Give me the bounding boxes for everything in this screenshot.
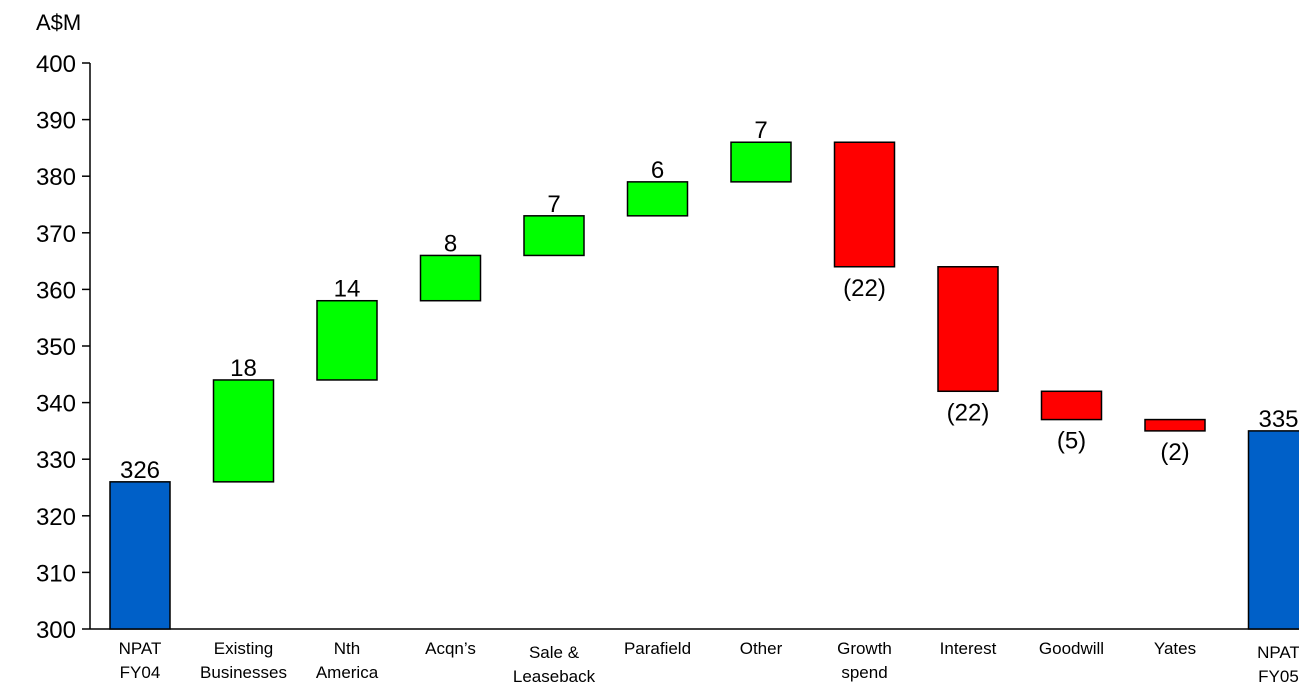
category-label: Other (740, 639, 783, 658)
value-labels: 326 18 14 8 7 6 7 (22) (22) (5) (2) 335 (120, 117, 1299, 484)
y-tick-label: 300 (36, 617, 76, 644)
bar-increase (212, 379, 275, 483)
bar-value-label: (22) (947, 399, 990, 426)
bar-decrease (937, 266, 999, 393)
category-label: Growth (837, 639, 892, 658)
y-tick-label: 320 (36, 504, 76, 531)
y-tick-label: 380 (36, 164, 76, 191)
bar-decrease (1144, 418, 1206, 432)
category-label: Yates (1154, 639, 1196, 658)
bar-decrease (833, 141, 896, 268)
bar-increase (316, 299, 378, 381)
category-labels: NPAT FY04 Existing Businesses Nth America Acqn… (119, 639, 1299, 686)
category-label: Leaseback (513, 667, 596, 686)
category-label: FY04 (120, 663, 161, 682)
bar-value-label: 14 (334, 276, 361, 303)
category-label: spend (841, 663, 887, 682)
bar-increase (419, 254, 482, 302)
category-label: NPAT (1257, 643, 1299, 662)
category-label: Businesses (200, 663, 287, 682)
bar-total (109, 481, 171, 630)
category-label: Goodwill (1039, 639, 1104, 658)
bar-value-label: (5) (1057, 428, 1086, 455)
category-label: Existing (214, 639, 274, 658)
bar-increase (523, 215, 585, 257)
bar-value-label: 6 (651, 157, 664, 184)
bar-value-label: 335 (1258, 406, 1298, 433)
bar-value-label: 8 (444, 230, 457, 257)
bar-value-label: 7 (547, 191, 560, 218)
y-tick-label: 340 (36, 391, 76, 418)
bar-value-label: (2) (1160, 439, 1189, 466)
bar-value-label: 326 (120, 457, 160, 484)
category-label: Parafield (624, 639, 691, 658)
y-axis-unit-label: A$M (36, 10, 81, 35)
y-tick-label: 330 (36, 447, 76, 474)
y-tick-label: 350 (36, 334, 76, 361)
category-label: Interest (940, 639, 997, 658)
y-tick-label: 390 (36, 108, 76, 135)
bar-value-label: (22) (843, 275, 886, 302)
bars (109, 141, 1299, 630)
y-tick-label: 370 (36, 221, 76, 248)
y-tick-label: 400 (36, 51, 76, 78)
y-tick-label: 360 (36, 277, 76, 304)
bar-decrease (1040, 390, 1103, 421)
category-label: Acqn’s (425, 639, 476, 658)
category-label: FY05 (1258, 667, 1299, 686)
y-tick-label: 310 (36, 560, 76, 587)
bar-total (1247, 430, 1299, 630)
bar-increase (730, 141, 792, 183)
category-label: Sale & (529, 643, 580, 662)
bar-increase (626, 181, 689, 217)
bar-value-label: 18 (230, 355, 257, 382)
category-label: Nth (334, 639, 360, 658)
bar-value-label: 7 (754, 117, 767, 144)
category-label: NPAT (119, 639, 162, 658)
y-axis: 300 310 320 330 340 350 360 370 380 390 400 (36, 51, 1299, 644)
category-label: America (316, 663, 379, 682)
